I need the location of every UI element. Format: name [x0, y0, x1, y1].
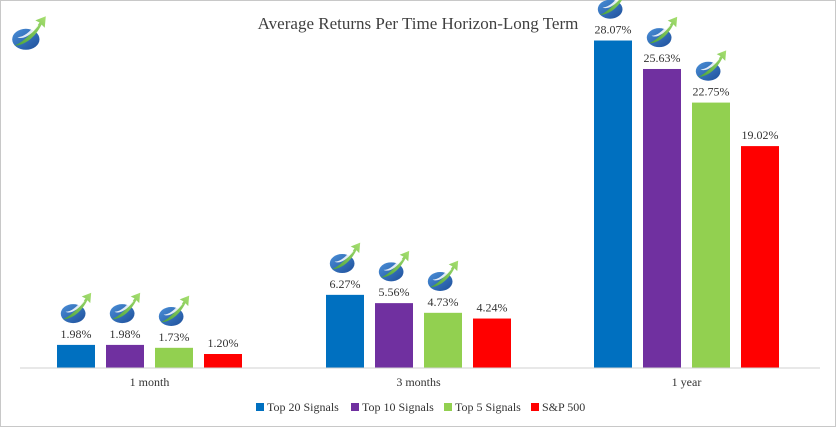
bar-s-p-500-3-months [473, 318, 511, 368]
category-label-1-month: 1 month [130, 375, 170, 389]
logo-icon-top-10-signals-3-months [378, 250, 410, 282]
category-label-1-year: 1 year [672, 375, 702, 389]
logo-icon-top-10-signals-1-year [646, 16, 678, 48]
legend-swatch-top-20-signals [256, 403, 264, 411]
bar-top-10-signals-3-months [375, 303, 413, 368]
data-label-top-5-signals-3-months: 4.73% [428, 295, 459, 309]
legend: Top 20 Signals Top 10 Signals Top 5 Signal… [256, 400, 585, 414]
bar-top-5-signals-1-month [155, 347, 193, 368]
data-label-top-20-signals-3-months: 6.27% [330, 277, 361, 291]
logo-icon-top-20-signals-1-year [597, 0, 629, 19]
data-label-top-20-signals-1-month: 1.98% [61, 327, 92, 341]
bar-top-20-signals-3-months [326, 294, 364, 368]
logo-icon-top-5-signals-1-month [158, 295, 190, 327]
legend-swatch-top-10-signals [351, 403, 359, 411]
bar-top-5-signals-1-year [692, 102, 730, 368]
legend-swatch-s-p-500 [531, 403, 539, 411]
data-label-top-5-signals-1-year: 22.75% [693, 85, 730, 99]
bars-layer [57, 40, 779, 369]
data-label-s-p-500-1-year: 19.02% [742, 128, 779, 142]
logo-icon-top-20-signals-1-month [60, 292, 92, 324]
logo-icon-top-5-signals-1-year [695, 50, 727, 81]
legend-label-s-p-500: S&P 500 [542, 400, 585, 414]
logo-icon-top-10-signals-1-month [109, 292, 141, 324]
bar-s-p-500-1-month [204, 354, 242, 368]
legend-label-top-5-signals: Top 5 Signals [455, 400, 521, 414]
logo-icon-top-5-signals-3-months [427, 260, 459, 292]
data-label-top-5-signals-1-month: 1.73% [159, 330, 190, 344]
bar-top-10-signals-1-year [643, 68, 681, 368]
legend-label-top-10-signals: Top 10 Signals [362, 400, 434, 414]
data-labels-layer: 1.98% 1.98% 1.73% 1.20% 6.27% 5.56% 4.73% 4.24%… [61, 23, 779, 350]
bar-s-p-500-1-year [741, 146, 779, 368]
data-label-top-20-signals-1-year: 28.07% [595, 23, 632, 37]
data-label-top-10-signals-1-year: 25.63% [644, 51, 681, 65]
category-label-3-months: 3 months [396, 375, 441, 389]
legend-label-top-20-signals: Top 20 Signals [267, 400, 339, 414]
bar-top-10-signals-1-month [106, 344, 144, 368]
data-label-s-p-500-3-months: 4.24% [477, 301, 508, 315]
logo-icon-top-20-signals-3-months [329, 242, 361, 274]
brand-logo-icon [12, 16, 46, 50]
data-label-top-10-signals-1-month: 1.98% [110, 327, 141, 341]
bar-top-5-signals-3-months [424, 312, 462, 368]
legend-swatch-top-5-signals [444, 403, 452, 411]
category-labels-layer: 1 month 3 months 1 year [130, 375, 702, 389]
bar-top-20-signals-1-month [57, 344, 95, 368]
data-label-top-10-signals-3-months: 5.56% [379, 285, 410, 299]
bar-top-20-signals-1-year [594, 40, 632, 369]
data-label-s-p-500-1-month: 1.20% [208, 336, 239, 350]
chart-title: Average Returns Per Time Horizon-Long Te… [258, 14, 579, 33]
